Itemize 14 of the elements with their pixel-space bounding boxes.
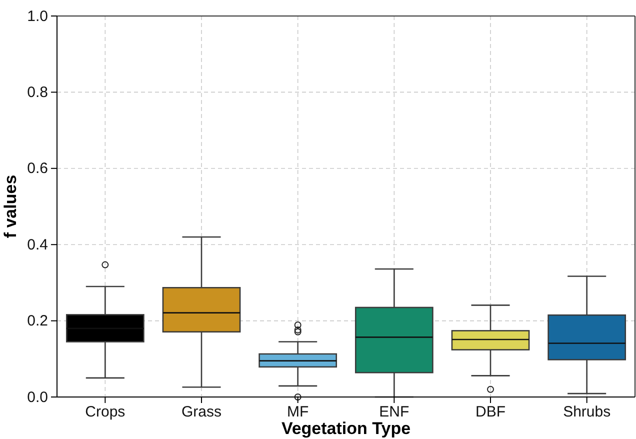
- y-tick-label: 0.2: [27, 312, 48, 330]
- y-tick-label: 0.8: [27, 84, 48, 101]
- x-tick-label: ENF: [379, 404, 410, 421]
- x-tick-label: MF: [286, 404, 309, 421]
- y-tick-label: 0.0: [27, 388, 48, 406]
- y-tick-label: 0.4: [27, 236, 48, 254]
- y-tick-label: 0.6: [27, 160, 48, 178]
- y-tick-label: 1.0: [27, 8, 48, 25]
- y-axis-title: f values: [1, 174, 20, 238]
- x-tick-label: Crops: [85, 404, 126, 421]
- x-tick-label: Shrubs: [563, 404, 611, 421]
- x-tick-label: Grass: [181, 404, 222, 421]
- x-axis-title: Vegetation Type: [281, 419, 411, 438]
- x-tick-label: DBF: [476, 404, 506, 421]
